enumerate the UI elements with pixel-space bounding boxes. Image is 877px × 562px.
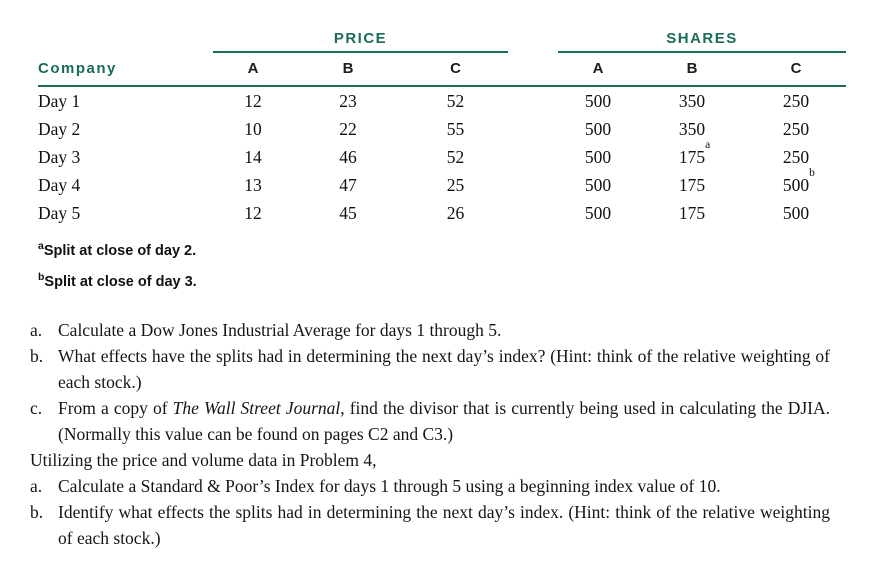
table-cell: 14: [244, 147, 262, 167]
table-cell: 26: [446, 203, 465, 223]
table-cell: 23: [339, 91, 357, 111]
item-marker: a.: [30, 475, 43, 496]
gap-cell: [508, 143, 558, 171]
problem-item-a1: a. Calculate a Dow Jones Industrial Avera…: [30, 317, 830, 343]
item-marker: b.: [30, 501, 44, 522]
table-cell: 13: [244, 175, 262, 195]
table-cell: 175 a: [678, 139, 711, 167]
group-header-shares: SHARES: [558, 30, 846, 53]
col-header-price-c: C: [403, 52, 508, 87]
footnote-a-text: Split at close of day 2.: [43, 242, 197, 259]
problem-item-a2: a. Calculate a Standard & Poor’s Index fo…: [30, 473, 830, 499]
table-cell: 45: [339, 203, 357, 223]
table-cell: 46: [339, 147, 357, 167]
table-cell: 250: [782, 147, 810, 167]
table-cell: 10: [244, 119, 262, 139]
item-text: What effects have the splits had in dete…: [58, 345, 830, 392]
problem-item-b1: b. What effects have the splits had in de…: [30, 343, 830, 395]
footnote-b: bSplit at close of day 3.: [38, 268, 877, 291]
gap-cell: [508, 86, 558, 115]
col-header-price-b: B: [293, 52, 403, 87]
col-header-shares-b: B: [638, 52, 746, 87]
group-header-gap: [508, 30, 558, 52]
item-text-pre: From a copy of: [58, 397, 173, 418]
column-header-row: Company A B C A B C: [38, 52, 846, 87]
table-cell: 175: [678, 175, 706, 195]
group-header-price: PRICE: [213, 30, 508, 53]
item-text: Calculate a Standard & Poor’s Index for …: [58, 475, 721, 496]
table-cell: 250: [782, 91, 810, 111]
footnote-a: aSplit at close of day 2.: [38, 237, 877, 260]
day-label: Day 2: [38, 119, 81, 139]
col-header-shares-c: C: [746, 52, 846, 87]
item-marker: a.: [30, 319, 43, 340]
gap-cell: [508, 171, 558, 199]
item-text-italic: The Wall Street Journal: [172, 397, 341, 418]
problem-item-b2: b. Identify what effects the splits had i…: [30, 499, 830, 551]
table-cell: 12: [244, 203, 262, 223]
item-marker: b.: [30, 345, 44, 366]
table-cell: 47: [339, 175, 357, 195]
table-row: Day 5 12 45 26 500 175 500: [38, 199, 846, 227]
item-text: Calculate a Dow Jones Industrial Average…: [58, 319, 502, 340]
problem-text: a. Calculate a Dow Jones Industrial Avera…: [30, 317, 830, 551]
footnotes: aSplit at close of day 2. bSplit at clos…: [38, 237, 877, 291]
gap-cell: [508, 199, 558, 227]
group-header-row: PRICE SHARES: [38, 30, 846, 53]
item-text-post: , find the divisor that is currently bei…: [58, 397, 830, 444]
group-header-spacer: [38, 30, 213, 52]
day-label: Day 1: [38, 91, 81, 111]
gap-cell: [508, 115, 558, 143]
company-header: Company: [38, 52, 213, 87]
table-cell: 500: [782, 203, 810, 223]
table-cell: 52: [446, 147, 465, 167]
table-cell: 55: [446, 119, 465, 139]
table-cell: 350: [678, 119, 706, 139]
price-shares-table: PRICE SHARES Company A B C A B C Day 1 1…: [38, 30, 846, 227]
table-row: Day 4 13 47 25 500 175 500 b: [38, 167, 846, 199]
table-cell: 500: [584, 147, 612, 167]
table-row: Day 3 14 46 52 500 175 a 250: [38, 139, 846, 171]
col-header-price-a: A: [213, 52, 293, 87]
footnote-a-sup: a: [38, 240, 44, 252]
problem-intro-line: Utilizing the price and volume data in P…: [30, 447, 830, 473]
table-cell: 350: [678, 91, 706, 111]
table-cell: 175: [678, 203, 706, 223]
table-cell: 500: [584, 203, 612, 223]
item-text: Identify what effects the splits had in …: [58, 501, 830, 548]
table-cell: 500: [584, 119, 612, 139]
table-row: Day 1 12 23 52 500 350 250: [38, 86, 846, 115]
col-header-gap: [508, 52, 558, 87]
table-cell: 500 b: [782, 167, 815, 195]
table-cell: 500: [584, 91, 612, 111]
day-label: Day 3: [38, 147, 81, 167]
footnote-b-text: Split at close of day 3.: [44, 273, 197, 290]
table-cell: 52: [446, 91, 465, 111]
table-cell: 22: [339, 119, 357, 139]
table-row: Day 2 10 22 55 500 350 250: [38, 115, 846, 143]
item-text: Utilizing the price and volume data in P…: [30, 449, 377, 470]
table-cell: 12: [244, 91, 262, 111]
table-cell: 500: [584, 175, 612, 195]
table-cell: 25: [446, 175, 465, 195]
col-header-shares-a: A: [558, 52, 638, 87]
day-label: Day 4: [38, 175, 81, 195]
table-cell: 250: [782, 119, 810, 139]
day-label: Day 5: [38, 203, 81, 223]
footnote-b-sup: b: [38, 270, 45, 283]
problem-item-c1: c. From a copy of The Wall Street Journal…: [30, 395, 830, 447]
item-marker: c.: [30, 397, 43, 418]
